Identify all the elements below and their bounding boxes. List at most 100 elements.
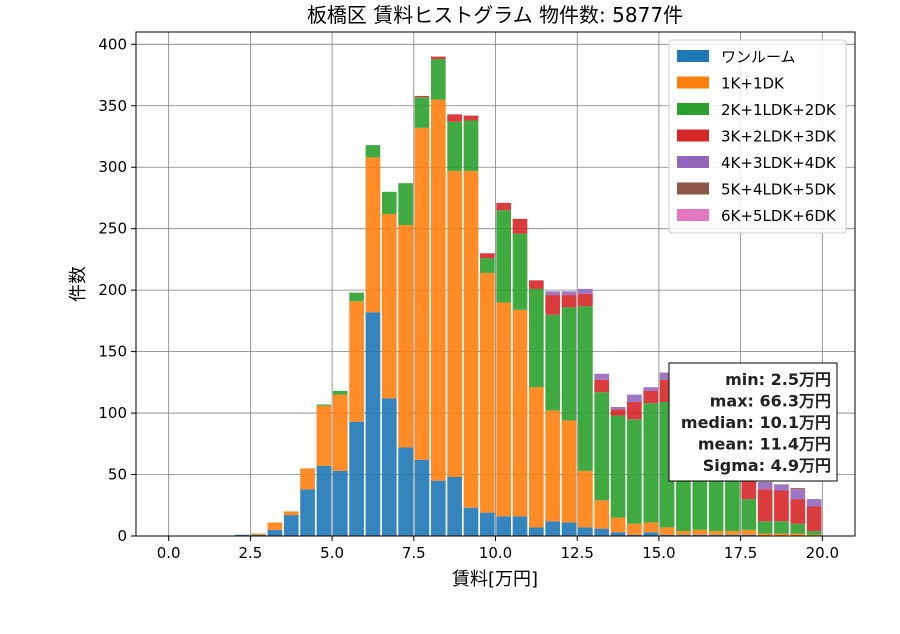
bar-segment [365, 157, 381, 313]
bar-segment [741, 529, 757, 535]
bar-segment [561, 291, 577, 296]
bar-segment [610, 532, 626, 536]
bar-segment [332, 390, 348, 395]
x-tick-label: 15.0 [642, 544, 675, 562]
legend-label: 3K+2LDK+3DK [721, 128, 837, 146]
bar-segment [806, 499, 822, 507]
bar-segment [349, 421, 364, 536]
legend-swatch [677, 76, 709, 89]
bar-segment [430, 99, 446, 481]
bar-segment [398, 447, 413, 536]
bar-segment [463, 507, 479, 536]
y-tick-label: 150 [98, 343, 127, 361]
bar-segment [479, 253, 495, 259]
y-tick-label: 50 [108, 466, 127, 484]
bar-segment [512, 233, 528, 310]
bar-segment [414, 459, 430, 536]
legend-swatch [677, 209, 709, 221]
bar-segment [676, 534, 691, 536]
bar-segment [643, 522, 659, 533]
bar-segment [708, 534, 724, 536]
chart-title: 板橋区 賃料ヒストグラム 物件数: 5877件 [307, 3, 683, 27]
bar-segment [332, 470, 348, 536]
bar-segment [267, 529, 283, 536]
bar-segment [447, 170, 463, 477]
bar-segment [447, 121, 463, 171]
bar-segment [578, 527, 593, 536]
bar-segment [349, 301, 364, 422]
x-tick-label: 20.0 [806, 544, 839, 562]
stats-line: max: 66.3万円 [710, 392, 831, 411]
bar-segment [578, 288, 593, 294]
bar-segment [496, 210, 512, 303]
y-tick-label: 200 [98, 281, 127, 299]
stats-line: mean: 11.4万円 [698, 435, 831, 454]
bar-segment [316, 465, 332, 536]
bar-segment [545, 291, 561, 296]
bar-segment [594, 500, 610, 529]
bar-segment [561, 307, 577, 421]
bar-segment [659, 372, 675, 380]
legend-swatch [677, 50, 709, 62]
bar-segment [349, 292, 364, 302]
bar-segment [545, 410, 561, 522]
bar-segment [659, 534, 675, 536]
x-tick-label: 7.5 [402, 544, 426, 562]
bar-segment [610, 406, 626, 410]
y-tick-label: 350 [98, 97, 127, 115]
bar-segment [381, 191, 397, 214]
bar-segment [692, 529, 708, 535]
bar-segment [806, 531, 822, 535]
bar-segment [627, 534, 642, 536]
bar-segment [365, 312, 381, 536]
stats-line: median: 10.1万円 [681, 413, 831, 432]
legend-label: 1K+1DK [721, 75, 785, 93]
bar-segment [316, 405, 332, 466]
bar-segment [643, 390, 659, 404]
bar-segment [479, 272, 495, 513]
bar-segment [414, 95, 430, 98]
bar-segment [414, 97, 430, 128]
y-tick-label: 0 [117, 527, 127, 545]
bar-segment [561, 522, 577, 536]
bar-segment [496, 302, 512, 517]
bar-segment [578, 306, 593, 471]
bar-segment [479, 258, 495, 273]
bar-segment [627, 523, 642, 535]
bar-segment [496, 516, 512, 536]
axis-ticks: 0.0 2.5 5.0 7.5 10.0 12.5 15.0 17.5 20.0 0 50 100 15… [98, 35, 839, 562]
bar-segment [545, 521, 561, 536]
bar-segment [430, 480, 446, 536]
bar-segment [463, 170, 479, 508]
bar-segment [725, 474, 740, 532]
bar-segment [643, 403, 659, 523]
bar-segment [578, 470, 593, 528]
bar-segment [447, 114, 463, 122]
bar-segment [594, 392, 610, 501]
bar-segment [398, 224, 413, 448]
bar-segment [528, 527, 544, 536]
bar-segment [512, 218, 528, 234]
bar-segment [512, 516, 528, 536]
bar-segment [741, 534, 757, 536]
bar-segment [479, 512, 495, 536]
legend-label: 4K+3LDK+4DK [721, 154, 837, 172]
bar-segment [790, 523, 806, 534]
bar-segment [430, 59, 446, 100]
bar-segment [300, 489, 315, 536]
bar-segment [545, 314, 561, 411]
bar-segment [251, 533, 266, 535]
legend-swatch [677, 103, 709, 115]
bar-segment [381, 398, 397, 536]
bar-segment [610, 517, 626, 533]
bar-segment [757, 489, 773, 522]
bar-segment [365, 145, 381, 158]
bar-segment [610, 409, 626, 416]
bar-segment [790, 499, 806, 524]
bar-segment [790, 533, 806, 536]
stats-frame [668, 362, 838, 482]
bar-segment [659, 527, 675, 535]
legend-label: 6K+5LDK+6DK [721, 207, 837, 225]
bar-segment [774, 521, 789, 534]
